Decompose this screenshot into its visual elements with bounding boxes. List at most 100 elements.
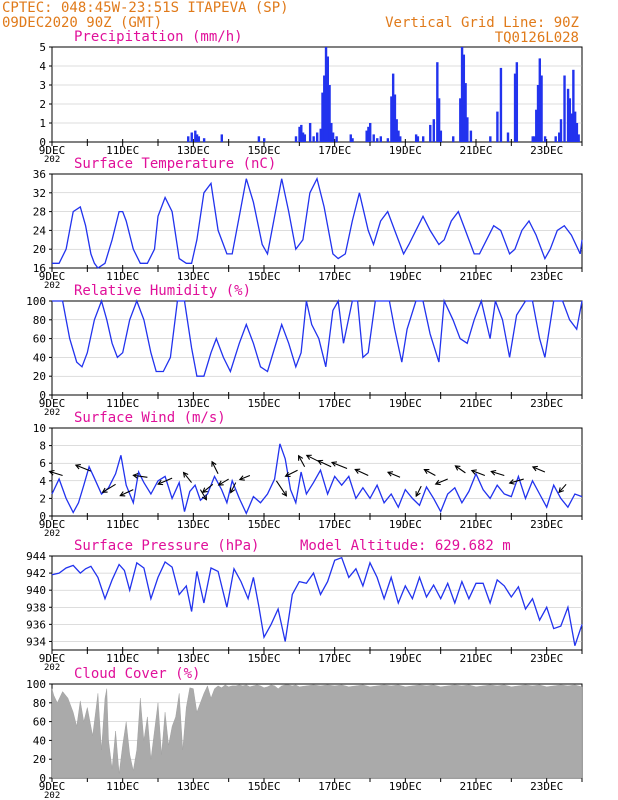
y-tick-label: 2 <box>39 492 46 505</box>
x-tick-label: 17DEC <box>318 270 351 283</box>
precip-bar <box>202 138 206 142</box>
y-tick-label: 80 <box>33 314 46 327</box>
x-tick-label: 23DEC <box>530 518 563 531</box>
wind-arrow <box>532 466 546 473</box>
x-year-label: 202 <box>44 281 60 291</box>
y-tick-label: 2 <box>39 98 46 111</box>
precip-bar <box>436 62 439 143</box>
precip-bar <box>330 123 333 142</box>
precip-bar <box>312 136 315 142</box>
precip-bar <box>372 134 375 142</box>
wind-arrow-head <box>490 469 497 476</box>
x-tick-label: 15DEC <box>247 518 280 531</box>
y-tick-label: 40 <box>33 351 46 364</box>
x-tick-label: 21DEC <box>459 144 492 157</box>
x-year-label: 202 <box>44 791 60 800</box>
x-year-label: 202 <box>44 529 60 539</box>
wind-arrow <box>306 454 320 462</box>
x-tick-label: 23DEC <box>530 652 563 665</box>
precip-bar <box>577 134 580 142</box>
x-tick-label: 19DEC <box>389 652 422 665</box>
wind-arrow <box>298 455 306 467</box>
precip-bar <box>379 136 382 142</box>
x-tick-label: 15DEC <box>247 144 280 157</box>
precip-bar <box>187 136 190 142</box>
x-tick-label: 17DEC <box>318 652 351 665</box>
y-tick-label: 938 <box>26 601 46 614</box>
x-tick-label: 9DEC <box>39 270 66 283</box>
precip-bar <box>331 132 335 142</box>
wind-arrow-head <box>558 487 564 494</box>
y-tick-label: 4 <box>39 475 46 488</box>
y-tick-label: 940 <box>26 584 46 597</box>
y-tick-label: 32 <box>33 187 46 200</box>
x-tick-label: 11DEC <box>106 144 139 157</box>
precip-bar <box>573 111 577 142</box>
wind-arrow-head <box>423 468 430 475</box>
x-tick-label: 21DEC <box>459 270 492 283</box>
x-year-label: 202 <box>44 408 60 418</box>
x-tick-label: 19DEC <box>389 270 422 283</box>
plot-frame <box>51 173 583 269</box>
precip-bar <box>499 67 503 142</box>
y-tick-label: 20 <box>33 370 46 383</box>
header: CPTEC: 048:45W-23:51S ITAPEVA (SP) 09DEC… <box>2 0 579 46</box>
x-year-label: 202 <box>44 663 60 673</box>
precip-bar <box>351 138 354 142</box>
wind-arrow <box>218 478 229 486</box>
precip-bar <box>300 124 303 142</box>
x-tick-label: 9DEC <box>39 144 66 157</box>
precip-bar <box>393 94 397 142</box>
temp-line <box>52 176 581 269</box>
precip-bar <box>460 47 464 142</box>
x-tick-label: 17DEC <box>318 397 351 410</box>
precip-bar <box>220 134 223 142</box>
precip-bar <box>496 111 499 142</box>
wind-arrow-head <box>386 471 394 477</box>
wind-arrow-head <box>305 454 312 460</box>
wind-arrow-head <box>238 475 245 481</box>
precip-bar <box>263 138 266 142</box>
model-altitude: Model Altitude: 629.682 m <box>300 538 511 554</box>
wind-arrow <box>75 464 92 472</box>
x-tick-label: 11DEC <box>106 270 139 283</box>
wind-arrow <box>424 469 436 477</box>
precip-bar <box>319 128 322 142</box>
precip-bar <box>195 134 199 142</box>
station-line: CPTEC: 048:45W-23:51S ITAPEVA (SP) <box>2 0 289 16</box>
precip-bar <box>190 132 193 142</box>
wind-arrow <box>331 461 348 469</box>
precip-bar <box>194 130 197 142</box>
wind-arrow <box>202 483 214 493</box>
wind-arrow <box>49 470 63 477</box>
precip-bar <box>365 130 368 142</box>
precip-bar <box>536 85 540 142</box>
wind-arrow-head <box>48 469 55 476</box>
pres-line <box>51 556 583 646</box>
x-tick-label: 15DEC <box>247 780 280 793</box>
wind-arrow-head <box>211 460 217 467</box>
y-tick-label: 24 <box>33 224 47 237</box>
temp-line <box>579 239 583 254</box>
precip-bar <box>558 132 561 142</box>
y-tick-label: 10 <box>33 422 46 435</box>
x-tick-label: 17DEC <box>318 518 351 531</box>
precip-bar <box>429 124 432 142</box>
precip-bar <box>568 98 572 142</box>
wind-arrow <box>491 470 505 477</box>
precip-bar <box>432 119 435 142</box>
y-tick-label: 28 <box>33 206 46 219</box>
wind-arrow-head <box>330 461 338 467</box>
wind-arrow <box>239 475 251 481</box>
y-tick-label: 3 <box>39 79 46 92</box>
x-tick-label: 23DEC <box>530 397 563 410</box>
panel-title: Surface Wind (m/s) <box>74 410 226 426</box>
wind-arrow <box>133 474 148 478</box>
y-tick-label: 5 <box>39 41 46 54</box>
wind-arrow-head <box>531 465 538 472</box>
precip-bar <box>459 98 462 142</box>
cloud-area <box>51 684 583 779</box>
wind-arrow-head <box>101 487 108 493</box>
wind-arrow-head <box>119 491 126 497</box>
panel-title: Precipitation (mm/h) <box>74 29 243 45</box>
